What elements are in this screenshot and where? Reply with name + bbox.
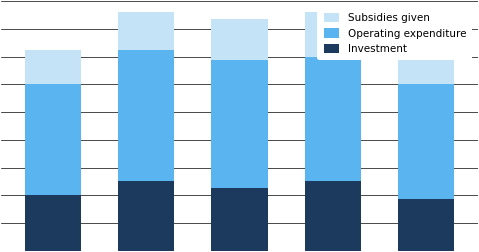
Bar <box>398 199 454 250</box>
Bar <box>398 84 454 199</box>
Bar <box>25 50 81 84</box>
Bar <box>118 50 174 181</box>
Bar <box>398 40 454 84</box>
Bar <box>212 19 267 60</box>
Legend: Subsidies given, Operating expenditure, Investment: Subsidies given, Operating expenditure, … <box>318 7 472 60</box>
Bar <box>118 181 174 250</box>
Bar <box>305 12 361 57</box>
Bar <box>305 57 361 181</box>
Bar <box>212 188 267 250</box>
Bar <box>25 195 81 250</box>
Bar <box>118 12 174 50</box>
Bar <box>212 60 267 188</box>
Bar <box>25 84 81 195</box>
Bar <box>305 181 361 250</box>
